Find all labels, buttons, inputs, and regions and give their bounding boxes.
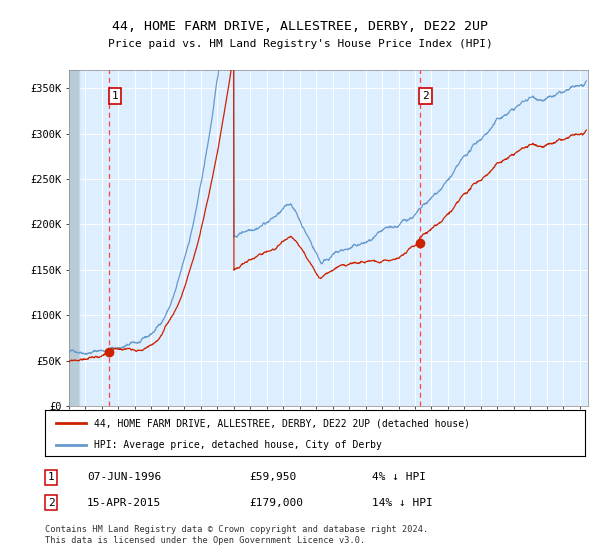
Text: 44, HOME FARM DRIVE, ALLESTREE, DERBY, DE22 2UP: 44, HOME FARM DRIVE, ALLESTREE, DERBY, D… xyxy=(112,20,488,32)
Text: 14% ↓ HPI: 14% ↓ HPI xyxy=(372,498,433,508)
Text: 15-APR-2015: 15-APR-2015 xyxy=(87,498,161,508)
Text: 07-JUN-1996: 07-JUN-1996 xyxy=(87,472,161,482)
Polygon shape xyxy=(69,70,79,406)
Text: £59,950: £59,950 xyxy=(249,472,296,482)
Text: 2: 2 xyxy=(422,91,429,101)
Text: 2: 2 xyxy=(47,498,55,508)
Bar xyxy=(69,70,79,406)
Text: 4% ↓ HPI: 4% ↓ HPI xyxy=(372,472,426,482)
Text: Contains HM Land Registry data © Crown copyright and database right 2024.
This d: Contains HM Land Registry data © Crown c… xyxy=(45,525,428,545)
Text: HPI: Average price, detached house, City of Derby: HPI: Average price, detached house, City… xyxy=(94,440,382,450)
Text: £179,000: £179,000 xyxy=(249,498,303,508)
Text: 1: 1 xyxy=(112,91,118,101)
Text: Price paid vs. HM Land Registry's House Price Index (HPI): Price paid vs. HM Land Registry's House … xyxy=(107,39,493,49)
Text: 1: 1 xyxy=(47,472,55,482)
Text: 44, HOME FARM DRIVE, ALLESTREE, DERBY, DE22 2UP (detached house): 44, HOME FARM DRIVE, ALLESTREE, DERBY, D… xyxy=(94,418,470,428)
